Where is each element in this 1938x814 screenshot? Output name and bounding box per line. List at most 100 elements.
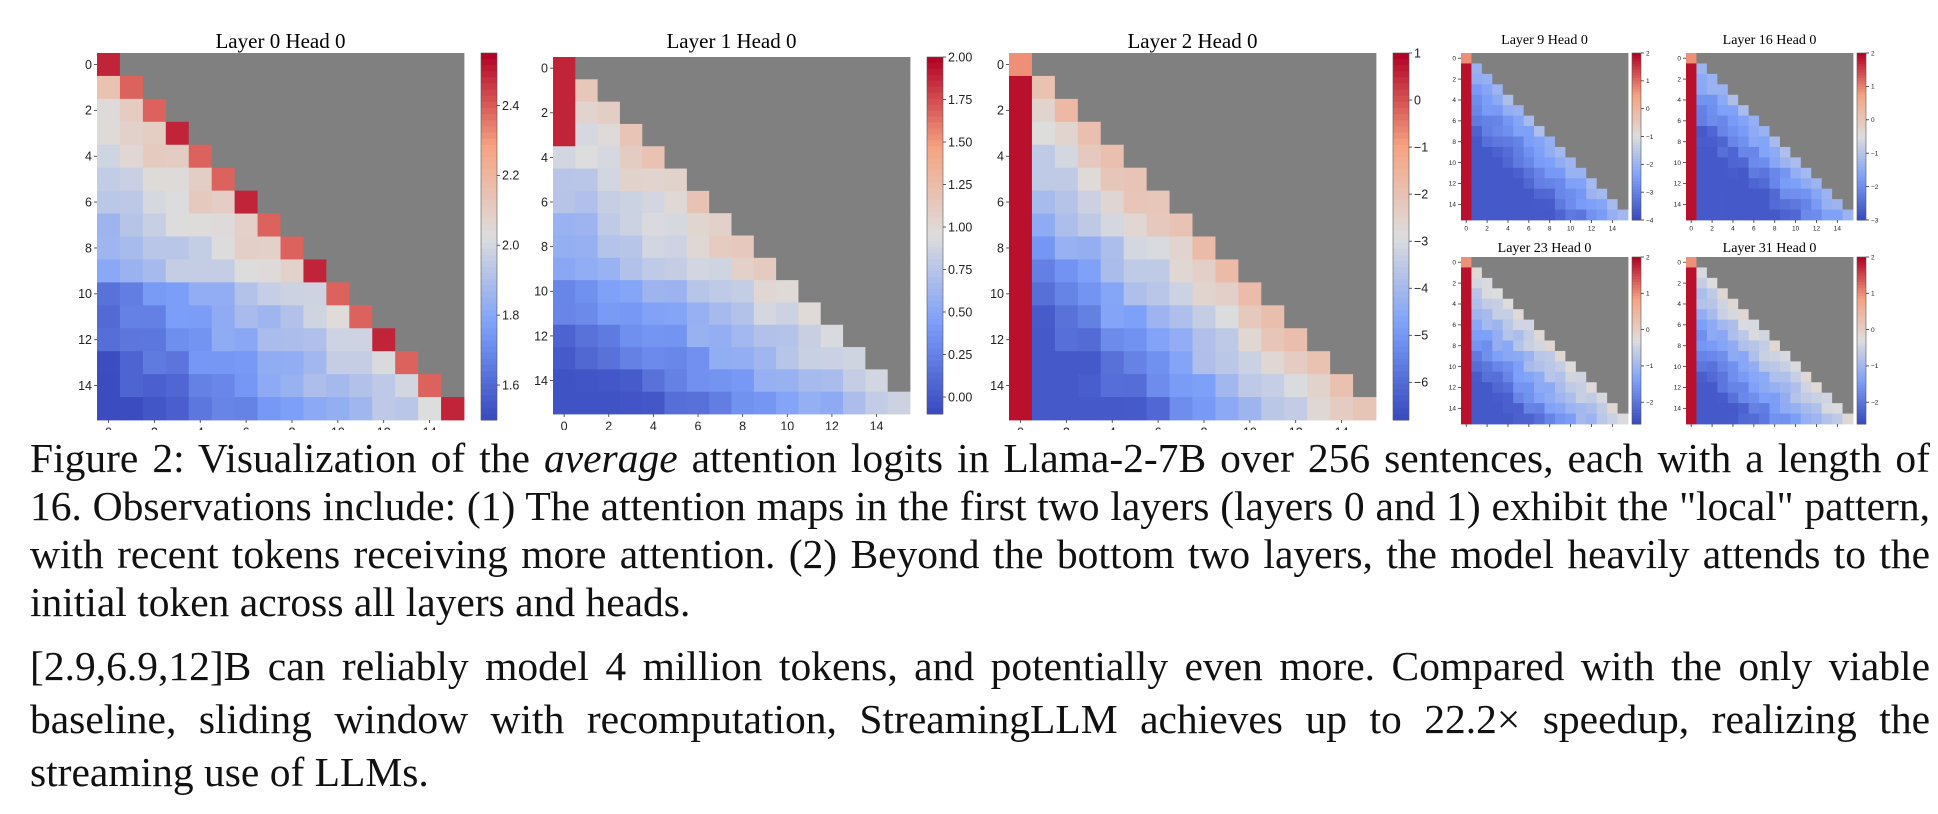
masked-cell xyxy=(1842,277,1854,289)
y-tick-label: 4 xyxy=(1452,97,1456,104)
heatmap-cell xyxy=(1492,94,1504,106)
colorbar-frame xyxy=(1392,52,1410,421)
masked-cell xyxy=(1554,136,1566,148)
colorbar-segment xyxy=(1857,111,1866,115)
heatmap-cell xyxy=(843,391,866,415)
heatmap-cell xyxy=(1544,371,1556,383)
masked-cell xyxy=(1215,121,1239,146)
heatmap-cell xyxy=(664,168,688,192)
colorbar-tick-label: −6 xyxy=(1414,376,1428,390)
colorbar-segment xyxy=(1857,86,1866,90)
masked-cell xyxy=(1307,167,1331,192)
colorbar-tick-label: 0 xyxy=(1871,327,1875,334)
x-tick-label: 10 xyxy=(1792,226,1800,233)
colorbar-segment xyxy=(1632,214,1641,218)
masked-cell xyxy=(865,257,889,281)
masked-cell xyxy=(1607,371,1618,383)
heatmap-cell xyxy=(349,328,373,352)
masked-cell xyxy=(372,190,396,214)
x-tick-label: 10 xyxy=(1792,430,1800,431)
masked-cell xyxy=(1544,288,1556,300)
masked-cell xyxy=(1607,94,1618,106)
colorbar-segment xyxy=(481,407,497,415)
heatmap-cell xyxy=(865,391,889,415)
heatmap-cell xyxy=(165,328,190,352)
y-tick-label: 10 xyxy=(990,287,1004,301)
heatmap-cell xyxy=(1502,309,1514,321)
colorbar-segment xyxy=(927,92,943,100)
masked-cell xyxy=(257,75,281,100)
heatmap-cell xyxy=(1696,382,1708,394)
colorbar-segment xyxy=(1632,309,1641,314)
masked-cell xyxy=(1565,298,1577,310)
colorbar-segment xyxy=(1632,66,1641,71)
heatmap-cell xyxy=(1565,167,1577,179)
heatmap-cell xyxy=(1554,350,1566,362)
heatmap-cell xyxy=(1717,298,1729,310)
masked-cell xyxy=(776,257,799,281)
heatmap-cell xyxy=(1738,105,1750,117)
heatmap-cell xyxy=(1544,199,1556,210)
colorbar-segment xyxy=(481,352,497,360)
heatmap-cell xyxy=(753,369,777,393)
heatmap-cell xyxy=(1077,144,1102,169)
x-tick-label: 6 xyxy=(1527,226,1531,233)
heatmap-cell xyxy=(1054,236,1079,260)
heatmap-cell xyxy=(1513,126,1525,137)
masked-cell xyxy=(1832,330,1843,341)
colorbar-segment xyxy=(1857,279,1866,283)
masked-cell xyxy=(1586,136,1598,148)
heatmap-cell xyxy=(1009,190,1033,214)
masked-cell xyxy=(1811,115,1823,127)
heatmap-cell xyxy=(1800,382,1812,394)
heatmap-cell xyxy=(1054,328,1079,352)
masked-cell xyxy=(1790,309,1802,321)
heatmap-cell xyxy=(1779,361,1791,373)
heatmap-cell xyxy=(1523,178,1535,190)
heatmap-cell xyxy=(119,213,144,237)
masked-cell xyxy=(1842,126,1854,137)
colorbar-segment xyxy=(1857,376,1866,380)
heatmap-cell xyxy=(1481,392,1493,404)
heatmap-cell xyxy=(1686,157,1697,169)
masked-cell xyxy=(1727,288,1739,300)
heatmap-cell xyxy=(1738,146,1750,158)
colorbar-segment xyxy=(1632,326,1641,330)
heatmap-cell xyxy=(1461,371,1472,383)
heatmap-cell xyxy=(97,328,121,352)
y-tick-label: 6 xyxy=(85,195,92,209)
heatmap-cell xyxy=(553,123,576,147)
colorbar-segment xyxy=(1857,404,1866,408)
heatmap-cell xyxy=(188,167,213,192)
heatmap-cell xyxy=(1492,361,1504,373)
heatmap-cell xyxy=(1215,282,1239,306)
heatmap-cell xyxy=(1738,115,1750,127)
masked-cell xyxy=(753,213,777,236)
masked-cell xyxy=(820,235,844,259)
heatmap-cell xyxy=(1492,199,1504,210)
heatmap-title: Layer 31 Head 0 xyxy=(1723,241,1817,256)
masked-cell xyxy=(1811,94,1823,106)
heatmap-cell xyxy=(1696,392,1708,404)
heatmap-cell xyxy=(1492,403,1504,414)
masked-cell xyxy=(1779,288,1791,300)
heatmap-cell xyxy=(1169,351,1193,375)
masked-cell xyxy=(731,57,755,80)
heatmap-cell xyxy=(1054,282,1079,306)
masked-cell xyxy=(1779,309,1791,321)
heatmap-cell xyxy=(731,347,755,370)
heatmap-cell xyxy=(165,236,190,260)
heatmap-cell xyxy=(1077,236,1102,260)
masked-cell xyxy=(1596,126,1608,137)
masked-cell xyxy=(1748,257,1760,268)
heatmap-cell xyxy=(97,144,121,169)
masked-cell xyxy=(418,53,442,77)
x-tick-label: 2 xyxy=(1710,226,1714,233)
masked-cell xyxy=(1544,319,1556,331)
masked-cell xyxy=(1800,267,1812,279)
colorbar-segment xyxy=(1857,175,1866,179)
heatmap-cell xyxy=(303,328,327,352)
colorbar-segment xyxy=(481,175,497,182)
colorbar-segment xyxy=(481,303,497,311)
colorbar-segment xyxy=(927,116,943,123)
